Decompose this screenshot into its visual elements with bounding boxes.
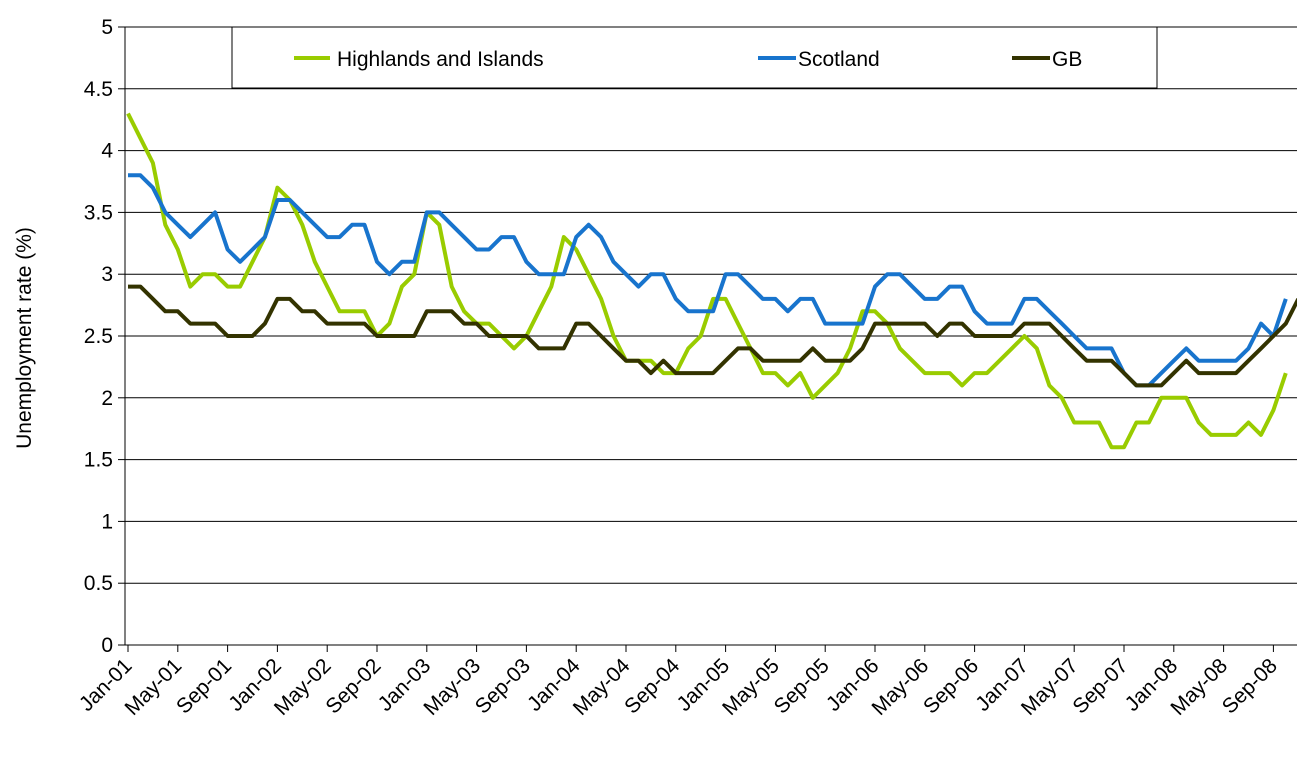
x-tick-label-19: May-07 [1017,654,1083,720]
y-tick-label-1: 0.5 [84,572,113,595]
legend-label-0: Highlands and Islands [337,48,544,71]
y-axis-label: Unemployment rate (%) [13,227,36,449]
x-tick-label-1: May-01 [121,654,187,720]
legend-label-1: Scotland [798,48,880,71]
x-tick-label-11: Sep-04 [620,654,684,718]
series-line-scotland [128,173,1288,388]
series-line-highlands-and-islands [126,112,1288,450]
x-tick-label-23: Sep-08 [1218,654,1282,718]
y-tick-label-9: 4.5 [84,78,113,101]
y-tick-label-4: 2 [101,387,113,410]
x-tick-label-17: Sep-06 [919,654,983,718]
legend-label-2: GB [1052,48,1082,71]
y-tick-label-5: 2.5 [84,325,113,348]
y-tick-label-8: 4 [101,140,113,163]
x-tick-label-7: May-03 [419,654,485,720]
series-lines [126,112,1297,450]
y-tick-label-6: 3 [101,263,113,286]
series-line-gb [128,284,1297,388]
y-tick-label-7: 3.5 [84,201,113,224]
x-tick-label-14: Sep-05 [770,654,834,718]
x-tick-label-4: May-02 [270,654,336,720]
y-tick-label-10: 5 [101,16,113,39]
y-tick-label-3: 1.5 [84,449,113,472]
x-tick-label-5: Sep-02 [321,654,385,718]
x-tick-label-20: Sep-07 [1068,654,1132,718]
axes: 00.511.522.533.544.55Jan-01May-01Sep-01J… [75,16,1297,720]
legend-box [231,26,1158,89]
legend: Highlands and Islands Scotland GB [231,26,1158,89]
x-tick-label-2: Sep-01 [172,654,236,718]
x-tick-label-10: May-04 [569,654,635,720]
x-tick-label-22: May-08 [1166,654,1232,720]
x-tick-label-16: May-06 [868,654,934,720]
x-tick-label-8: Sep-03 [471,654,535,718]
x-tick-label-13: May-05 [718,654,784,720]
y-tick-label-0: 0 [101,634,113,657]
y-tick-label-2: 1 [101,510,113,533]
